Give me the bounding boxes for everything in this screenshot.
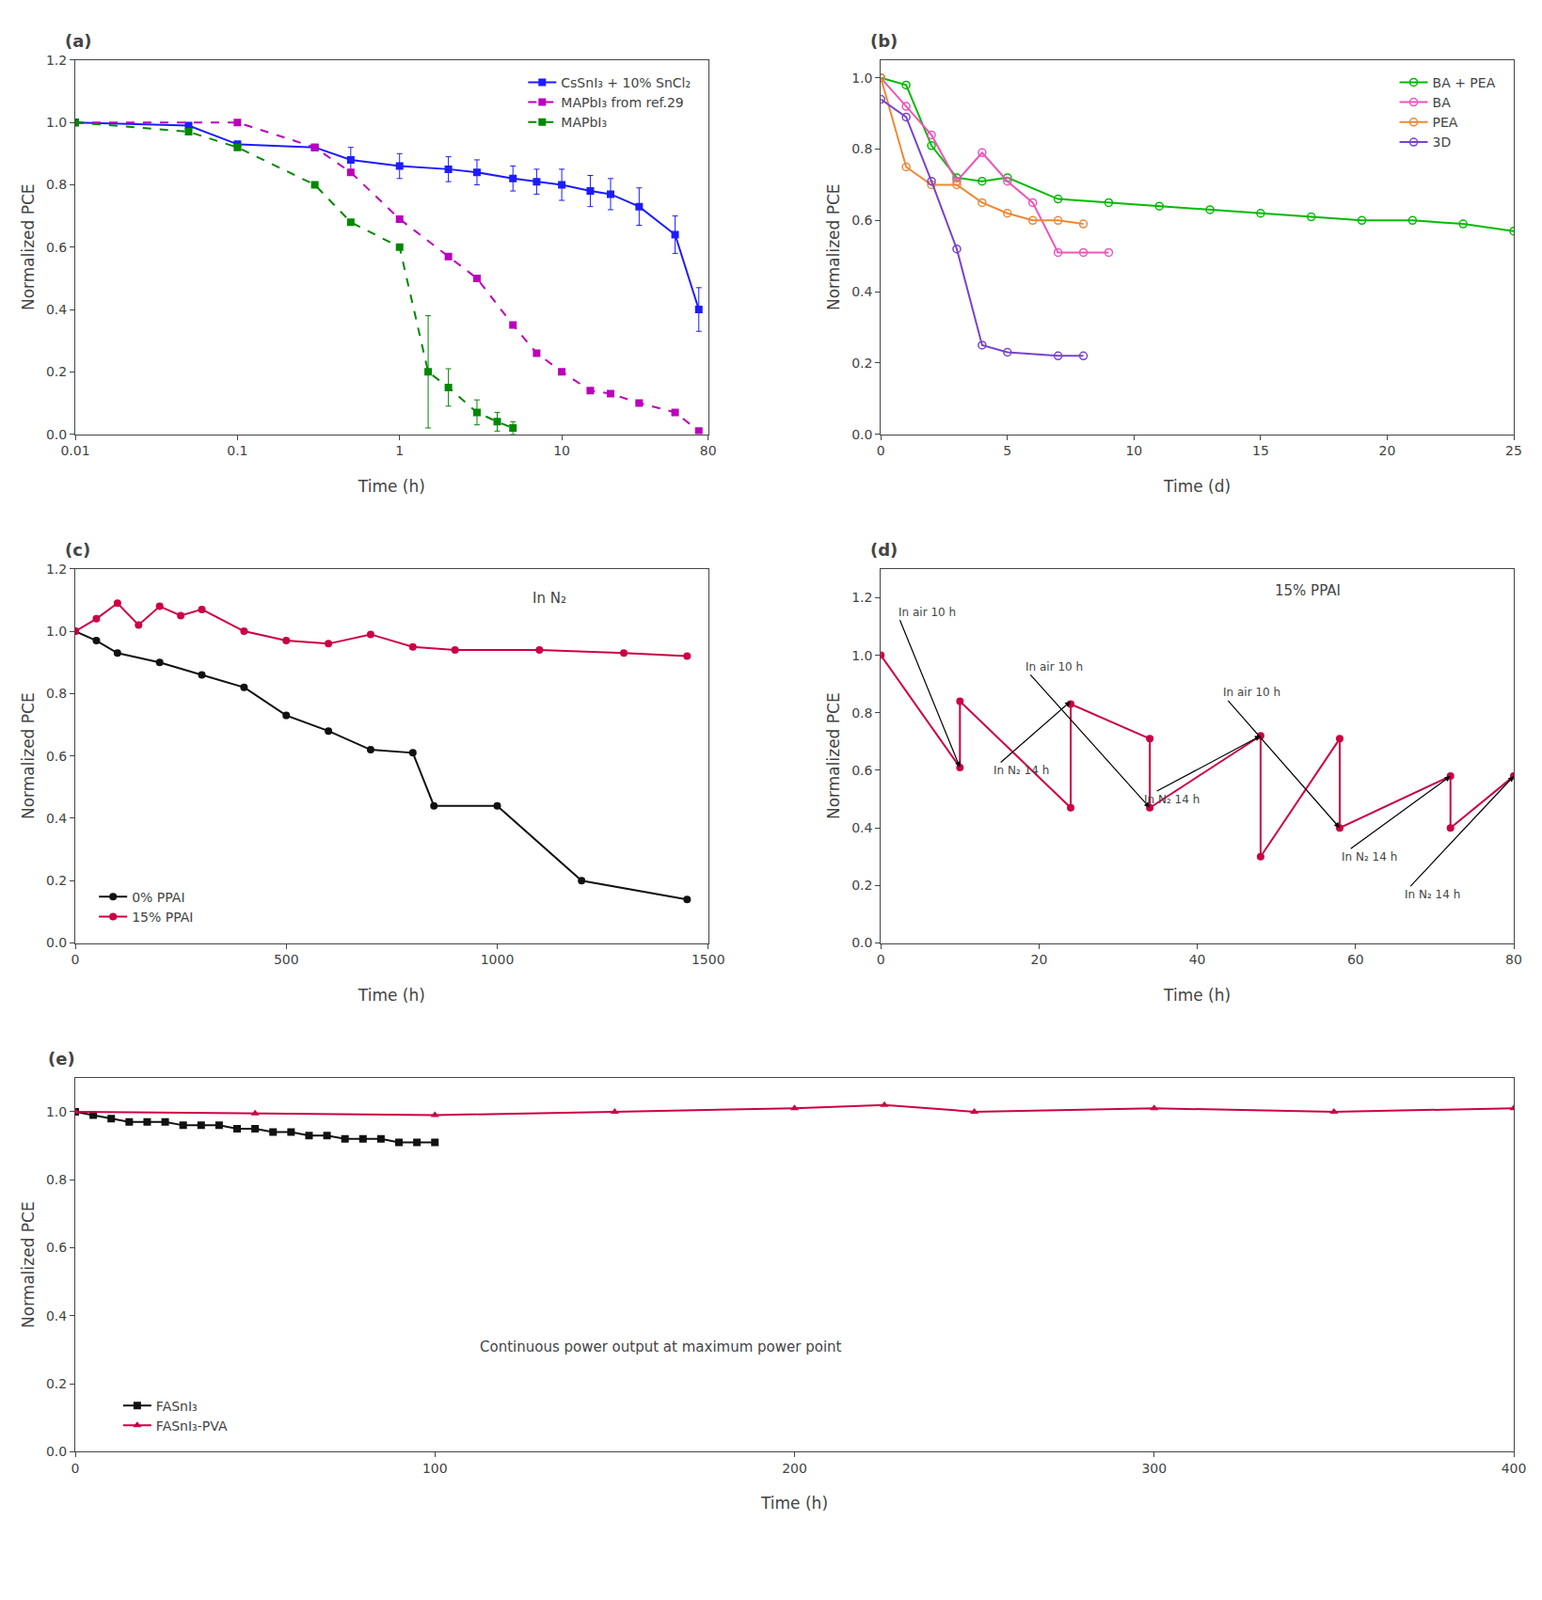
svg-text:10: 10 [1125, 443, 1143, 459]
svg-text:In N₂: In N₂ [532, 589, 567, 607]
svg-text:0: 0 [876, 952, 886, 968]
svg-text:1.2: 1.2 [46, 52, 67, 68]
svg-text:1.0: 1.0 [851, 647, 873, 663]
svg-text:15: 15 [1252, 443, 1270, 459]
svg-text:0.1: 0.1 [226, 443, 248, 459]
svg-text:40: 40 [1189, 952, 1207, 968]
svg-text:(b): (b) [870, 31, 898, 51]
svg-text:0.4: 0.4 [46, 302, 67, 318]
svg-text:(d): (d) [870, 540, 898, 560]
svg-text:1500: 1500 [691, 952, 726, 968]
svg-text:0.8: 0.8 [851, 141, 873, 157]
svg-text:(a): (a) [64, 31, 93, 51]
svg-text:60: 60 [1347, 952, 1365, 968]
svg-text:0.8: 0.8 [46, 176, 67, 192]
svg-text:0.2: 0.2 [46, 873, 67, 889]
svg-text:Normalized PCE: Normalized PCE [824, 692, 843, 820]
svg-text:Time (h): Time (h) [1162, 985, 1231, 1005]
svg-text:BA: BA [1432, 95, 1452, 111]
svg-text:FASnI₃: FASnI₃ [156, 1398, 198, 1415]
svg-text:0.8: 0.8 [46, 685, 67, 701]
svg-text:20: 20 [1031, 952, 1049, 968]
svg-text:Time (h): Time (h) [357, 985, 426, 1005]
svg-text:1000: 1000 [480, 952, 515, 968]
svg-text:0.4: 0.4 [851, 820, 873, 836]
svg-text:0.6: 0.6 [46, 239, 67, 255]
svg-text:20: 20 [1379, 443, 1397, 459]
svg-text:Continuous power output at max: Continuous power output at maximum power… [479, 1338, 843, 1356]
svg-text:1.0: 1.0 [851, 70, 873, 86]
svg-text:In N₂ 14 h: In N₂ 14 h [993, 763, 1050, 778]
svg-text:0.0: 0.0 [851, 427, 873, 443]
svg-text:0.4: 0.4 [851, 284, 873, 300]
svg-text:300: 300 [1141, 1461, 1167, 1477]
svg-text:0.6: 0.6 [46, 748, 67, 764]
svg-text:Time (h): Time (h) [760, 1494, 828, 1513]
svg-text:0.2: 0.2 [46, 1376, 67, 1392]
svg-text:80: 80 [1505, 952, 1523, 968]
svg-text:(c): (c) [64, 540, 91, 560]
svg-text:(e): (e) [47, 1049, 76, 1069]
svg-text:1.0: 1.0 [46, 114, 67, 130]
svg-text:400: 400 [1501, 1461, 1527, 1477]
svg-text:3D: 3D [1432, 134, 1452, 150]
svg-text:80: 80 [699, 443, 717, 459]
svg-text:0.8: 0.8 [46, 1172, 67, 1188]
svg-text:Normalized PCE: Normalized PCE [18, 1201, 38, 1329]
svg-text:10: 10 [553, 443, 571, 459]
svg-text:0% PPAI: 0% PPAI [131, 890, 185, 906]
svg-text:0.0: 0.0 [46, 935, 67, 951]
svg-text:PEA: PEA [1432, 114, 1459, 130]
svg-text:100: 100 [422, 1461, 448, 1477]
svg-text:0.4: 0.4 [46, 810, 67, 827]
svg-text:Normalized PCE: Normalized PCE [18, 183, 38, 311]
svg-text:0.2: 0.2 [851, 355, 873, 371]
svg-text:1.2: 1.2 [851, 589, 873, 605]
svg-text:0.0: 0.0 [46, 427, 67, 443]
svg-text:25: 25 [1505, 443, 1523, 459]
svg-text:500: 500 [273, 952, 300, 968]
svg-text:CsSnI₃ + 10% SnCl₂: CsSnI₃ + 10% SnCl₂ [560, 75, 691, 91]
svg-text:1.0: 1.0 [46, 623, 67, 639]
svg-text:In N₂ 14 h: In N₂ 14 h [1404, 888, 1461, 902]
svg-text:15% PPAI: 15% PPAI [131, 909, 193, 925]
svg-text:1.2: 1.2 [46, 561, 67, 577]
svg-text:Normalized PCE: Normalized PCE [824, 183, 843, 311]
svg-text:MAPbI₃ from ref.29: MAPbI₃ from ref.29 [560, 95, 684, 111]
svg-text:In air 10 h: In air 10 h [898, 605, 956, 620]
svg-text:In N₂ 14 h: In N₂ 14 h [1144, 793, 1200, 807]
svg-text:0.6: 0.6 [851, 763, 873, 779]
svg-text:0.01: 0.01 [60, 443, 90, 459]
svg-text:In air 10 h: In air 10 h [1025, 660, 1083, 674]
svg-text:5: 5 [1002, 443, 1012, 459]
svg-text:15% PPAI: 15% PPAI [1274, 582, 1341, 600]
svg-text:BA + PEA: BA + PEA [1432, 75, 1496, 91]
svg-text:1: 1 [395, 443, 404, 459]
svg-text:200: 200 [781, 1461, 808, 1477]
svg-text:0.0: 0.0 [46, 1444, 67, 1460]
svg-text:In air 10 h: In air 10 h [1223, 685, 1281, 700]
svg-text:0.4: 0.4 [46, 1308, 67, 1324]
svg-text:Normalized PCE: Normalized PCE [18, 692, 38, 820]
svg-text:0: 0 [876, 443, 886, 459]
svg-text:0: 0 [71, 952, 80, 968]
svg-text:0.0: 0.0 [851, 935, 873, 951]
svg-text:0: 0 [71, 1461, 80, 1477]
svg-text:0.2: 0.2 [46, 364, 67, 380]
svg-text:0.6: 0.6 [851, 212, 873, 228]
svg-text:FASnI₃-PVA: FASnI₃-PVA [156, 1418, 228, 1434]
svg-text:0.8: 0.8 [851, 705, 873, 721]
svg-text:In N₂ 14 h: In N₂ 14 h [1341, 850, 1398, 864]
svg-text:0.6: 0.6 [46, 1239, 67, 1256]
svg-text:Time (d): Time (d) [1162, 476, 1231, 496]
svg-text:0.2: 0.2 [851, 877, 873, 893]
svg-text:1.0: 1.0 [46, 1104, 67, 1120]
svg-text:MAPbI₃: MAPbI₃ [560, 114, 607, 130]
svg-text:Time (h): Time (h) [357, 476, 426, 496]
